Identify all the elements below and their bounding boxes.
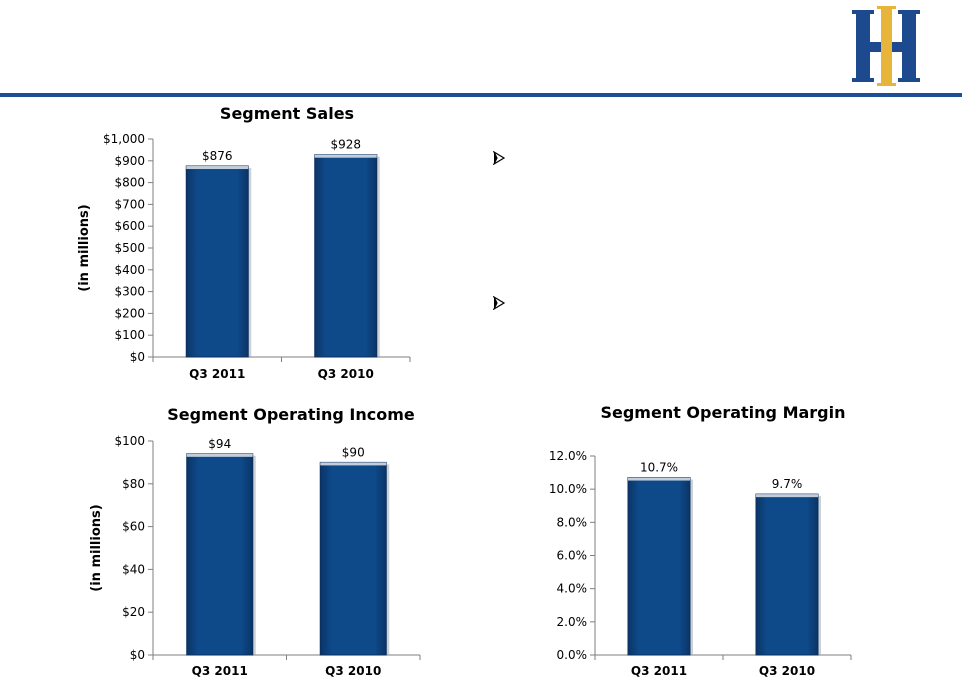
- y-tick-label: $200: [114, 306, 145, 320]
- x-tick-label: Q3 2011: [631, 664, 687, 678]
- y-tick-label: $0: [130, 350, 145, 364]
- bar: [314, 154, 378, 358]
- y-tick-label: $1,000: [103, 132, 145, 146]
- logo-center-stem: [881, 6, 892, 86]
- bar-top-highlight: [628, 477, 690, 481]
- chart-margin: Segment Operating Margin 0.0% 2.0% 4.0% 6.0%…: [549, 403, 852, 678]
- y-tick-label: 2.0%: [557, 615, 588, 629]
- bar-top-highlight: [186, 166, 249, 170]
- y-tick-label: $600: [114, 219, 145, 233]
- logo-left-serif-top: [852, 10, 874, 14]
- logo-right-serif-bottom: [898, 78, 920, 82]
- y-tick-label: $700: [114, 197, 145, 211]
- chart-title: Segment Operating Margin: [600, 403, 845, 422]
- y-tick-label: 12.0%: [549, 449, 587, 463]
- y-tick-label: $60: [122, 520, 145, 534]
- y-tick-label: $100: [114, 434, 145, 448]
- company-logo: [852, 6, 920, 86]
- data-label: $876: [202, 149, 233, 163]
- chart-income: Segment Operating Income (in millions) $0 $…: [89, 405, 421, 678]
- y-tick-label: $400: [114, 263, 145, 277]
- y-tick-label: $20: [122, 605, 145, 619]
- y-tick-label: 4.0%: [557, 582, 588, 596]
- y-tick-label: $500: [114, 241, 145, 255]
- y-tick-label: 0.0%: [557, 648, 588, 662]
- arrow-bullet-icon: [492, 296, 506, 310]
- y-axis-label: (in millions): [89, 504, 104, 591]
- x-tick-label: Q3 2011: [192, 664, 248, 678]
- chart-title: Segment Operating Income: [167, 405, 415, 424]
- chart-title: Segment Sales: [220, 104, 354, 123]
- x-tick-label: Q3 2011: [189, 367, 245, 381]
- y-tick-label: $800: [114, 176, 145, 190]
- bar-top-highlight: [314, 154, 377, 158]
- y-tick-label: $100: [114, 328, 145, 342]
- bar-top-highlight: [186, 453, 253, 457]
- arrow-bullet-icon: [492, 151, 506, 165]
- x-tick-label: Q3 2010: [318, 367, 374, 381]
- y-tick-label: $0: [130, 648, 145, 662]
- logo-right-serif-top: [898, 10, 920, 14]
- bar: [186, 453, 254, 656]
- y-tick-label: $300: [114, 285, 145, 299]
- y-axis-label: (in millions): [77, 204, 92, 291]
- bar: [319, 461, 387, 656]
- y-tick-label: 8.0%: [557, 515, 588, 529]
- logo-center-serif-bottom: [877, 83, 896, 86]
- bar: [627, 477, 691, 656]
- logo-left-serif-bottom: [852, 78, 874, 82]
- y-tick-label: $40: [122, 562, 145, 576]
- data-label: $928: [330, 138, 361, 152]
- bar-top-highlight: [756, 494, 818, 498]
- logo-center-serif-top: [877, 6, 896, 9]
- bar-top-highlight: [320, 462, 387, 466]
- data-label: 9.7%: [772, 477, 803, 491]
- y-tick-label: $80: [122, 477, 145, 491]
- y-tick-label: $900: [114, 154, 145, 168]
- chart-sales: Segment Sales (in millions) $0 $100 $200 $300…: [77, 104, 411, 381]
- data-label: $90: [342, 445, 365, 459]
- header-rule: [0, 93, 962, 97]
- x-tick-label: Q3 2010: [325, 664, 381, 678]
- x-tick-label: Q3 2010: [759, 664, 815, 678]
- bar: [755, 493, 819, 656]
- y-tick-label: 10.0%: [549, 482, 587, 496]
- data-label: $94: [208, 437, 231, 451]
- data-label: 10.7%: [640, 461, 678, 475]
- bar: [185, 165, 249, 358]
- y-tick-label: 6.0%: [557, 549, 588, 563]
